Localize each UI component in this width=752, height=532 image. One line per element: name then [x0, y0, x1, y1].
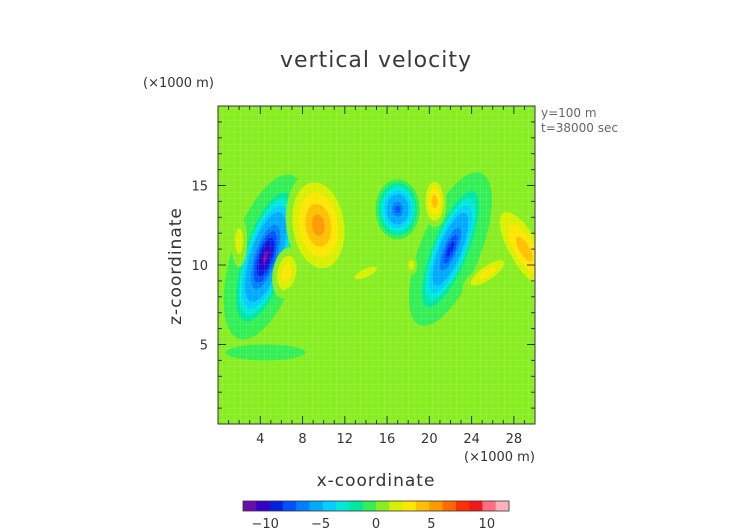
colorbar-tick-label: 5: [427, 517, 435, 532]
colorbar-tick-label: 0: [372, 517, 380, 532]
y-unit-label: (×1000 m): [143, 76, 214, 91]
colorbar-swatch: [296, 501, 310, 511]
colorbar-frame: [242, 500, 510, 512]
colorbar-swatch: [256, 501, 270, 511]
colorbar-swatch: [349, 501, 363, 511]
x-tick-label: 20: [421, 432, 438, 447]
colorbar-swatch: [415, 501, 430, 511]
x-tick-label: 8: [298, 432, 306, 447]
colorbar-swatch: [336, 501, 350, 511]
colorbar-swatch: [469, 501, 483, 511]
colorbar-swatch: [482, 501, 496, 511]
colorbar-swatch: [376, 501, 390, 511]
x-tick-label: 12: [337, 432, 354, 447]
colorbar-swatch: [429, 501, 443, 511]
x-tick-label: 24: [463, 432, 480, 447]
colorbar-swatch: [362, 501, 377, 511]
colorbar-swatch: [389, 501, 403, 511]
colorbar-swatch: [309, 501, 324, 511]
colorbar-swatch: [282, 501, 297, 511]
colorbar-swatch: [243, 501, 257, 511]
colorbar-swatch: [442, 501, 457, 511]
y-tick-label: 10: [191, 259, 208, 274]
x-tick-label: 28: [506, 432, 523, 447]
colorbar-swatch: [495, 501, 510, 511]
chart-title: vertical velocity: [279, 48, 472, 73]
colorbar-swatch: [455, 501, 470, 511]
x-unit-label: (×1000 m): [464, 450, 535, 465]
y-tick-label: 5: [200, 339, 208, 354]
colorbar-tick-label: −10: [251, 517, 278, 532]
colorbar-tick-label: 10: [479, 517, 496, 532]
x-tick-label: 4: [256, 432, 264, 447]
x-axis-label: x-coordinate: [316, 471, 436, 491]
colorbar-swatch: [402, 501, 417, 511]
grid-overlay: [218, 106, 535, 424]
y-axis-label: z-coordinate: [166, 207, 186, 325]
annotation-time: t=38000 sec: [541, 121, 618, 135]
colorbar-tick-label: −5: [311, 517, 330, 532]
colorbar-swatch: [269, 501, 284, 511]
y-tick-label: 15: [191, 180, 208, 195]
x-tick-label: 16: [379, 432, 396, 447]
colorbar-swatch: [322, 501, 337, 511]
annotation-y-position: y=100 m: [541, 106, 597, 120]
